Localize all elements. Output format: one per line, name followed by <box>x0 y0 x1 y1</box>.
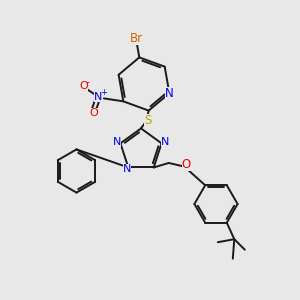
Text: Br: Br <box>130 32 143 45</box>
Text: O: O <box>182 158 191 171</box>
Text: N: N <box>123 164 131 174</box>
Text: N: N <box>161 137 169 147</box>
Text: O: O <box>89 108 98 118</box>
Text: -: - <box>85 77 89 87</box>
Text: S: S <box>144 115 152 128</box>
Text: O: O <box>79 81 88 91</box>
Text: N: N <box>165 87 174 100</box>
Text: N: N <box>94 92 103 102</box>
Text: +: + <box>100 88 107 98</box>
Text: N: N <box>113 137 121 147</box>
